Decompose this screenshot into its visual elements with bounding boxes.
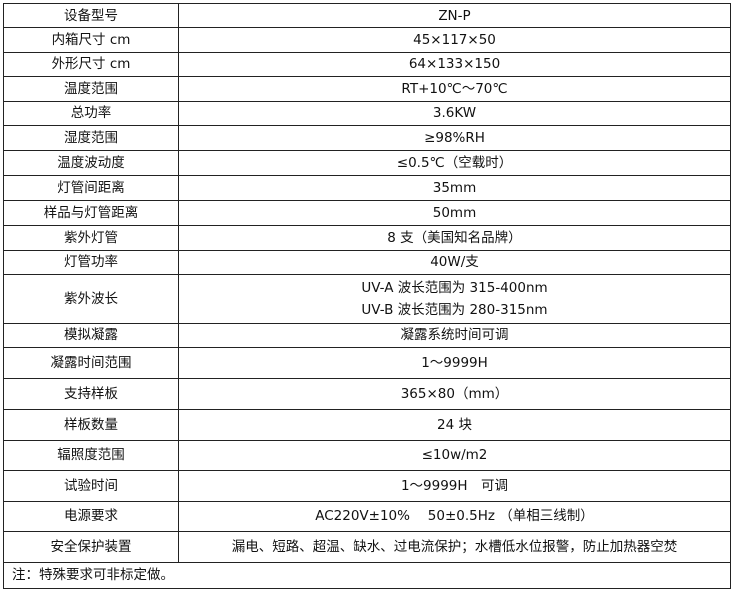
spec-value: 35mm xyxy=(432,179,477,196)
table-row: 凝露时间范围 1～9999H xyxy=(3,346,731,379)
spec-value: 1～9999H 可调 xyxy=(400,477,509,494)
spec-value-cell: 40W/支 xyxy=(178,249,731,275)
spec-value-cell: 漏电、短路、超温、缺水、过电流保护；水槽低水位报警，防止加热器空焚 xyxy=(178,530,731,563)
spec-value: UV-A 波长范围为 315-400nm xyxy=(361,279,548,296)
spec-label: 温度范围 xyxy=(3,76,179,102)
table-row: 电源要求 AC220V±10% 50±0.5Hz （单相三线制） xyxy=(3,500,731,532)
spec-label: 安全保护装置 xyxy=(3,530,179,563)
spec-label: 支持样板 xyxy=(3,377,179,410)
note: 注：特殊要求可非标定做。 xyxy=(3,561,731,589)
table-row: 温度波动度 ≤0.5℃（空载时） xyxy=(3,149,731,176)
spec-label: 凝露时间范围 xyxy=(3,346,179,379)
spec-value: 64×133×150 xyxy=(408,56,501,73)
table-row: 灯管间距离 35mm xyxy=(3,174,731,201)
spec-value-2: UV-B 波长范围为 280-315nm xyxy=(361,301,548,318)
spec-label: 湿度范围 xyxy=(3,125,179,151)
spec-value: ZN-P xyxy=(438,7,471,24)
table-row: 样板数量 24 块 xyxy=(3,408,731,441)
spec-label: 温度波动度 xyxy=(3,149,179,176)
table-row: 紫外灯管 8 支（美国知名品牌） xyxy=(3,224,731,251)
spec-label: 灯管间距离 xyxy=(3,174,179,201)
spec-value-cell: ≤10w/m2 xyxy=(178,439,731,471)
table-row: 设备型号 ZN-P xyxy=(3,3,731,28)
spec-value: ≤0.5℃（空载时） xyxy=(396,154,513,171)
table-row: 紫外波长 UV-A 波长范围为 315-400nm UV-B 波长范围为 280-3… xyxy=(3,274,731,324)
spec-value: ≥98%RH xyxy=(424,129,485,146)
spec-table: 设备型号 ZN-P 内箱尺寸 cm 45×117×50 外形尺寸 cm 64×133×15… xyxy=(3,3,731,589)
spec-value-cell: 64×133×150 xyxy=(178,51,731,77)
table-row: 模拟凝露 凝露系统时间可调 xyxy=(3,322,731,348)
spec-value: AC220V±10% 50±0.5Hz （单相三线制） xyxy=(315,508,594,524)
spec-value-cell: 35mm xyxy=(178,174,731,201)
spec-value-cell: 24 块 xyxy=(178,408,731,441)
spec-value: 50mm xyxy=(432,204,477,221)
spec-label: 样板数量 xyxy=(3,408,179,441)
table-row: 安全保护装置 漏电、短路、超温、缺水、过电流保护；水槽低水位报警，防止加热器空焚 xyxy=(3,530,731,563)
spec-label: 辐照度范围 xyxy=(3,439,179,471)
spec-value-cell: RT+10℃～70℃ xyxy=(178,76,731,102)
spec-value-cell: 1～9999H 可调 xyxy=(178,469,731,502)
spec-value: 8 支（美国知名品牌） xyxy=(387,229,522,246)
spec-label: 样品与灯管距离 xyxy=(3,199,179,226)
spec-value: 1～9999H xyxy=(421,354,488,371)
spec-value-cell: ZN-P xyxy=(178,3,731,28)
table-row: 湿度范围 ≥98%RH xyxy=(3,125,731,151)
spec-value: 24 块 xyxy=(437,416,472,433)
spec-value: RT+10℃～70℃ xyxy=(401,80,508,97)
table-row: 总功率 3.6KW xyxy=(3,100,731,126)
spec-value-cell: ≤0.5℃（空载时） xyxy=(178,149,731,176)
table-row: 外形尺寸 cm 64×133×150 xyxy=(3,51,731,77)
spec-value-cell: AC220V±10% 50±0.5Hz （单相三线制） xyxy=(178,500,731,532)
table-row: 样品与灯管距离 50mm xyxy=(3,199,731,226)
spec-value: 凝露系统时间可调 xyxy=(400,327,509,343)
note-row: 注：特殊要求可非标定做。 xyxy=(3,561,731,589)
spec-label: 电源要求 xyxy=(3,500,179,532)
spec-value-cell: 3.6KW xyxy=(178,100,731,126)
spec-label: 外形尺寸 cm xyxy=(3,51,179,77)
table-row: 灯管功率 40W/支 xyxy=(3,249,731,275)
spec-value-cell: 45×117×50 xyxy=(178,27,731,53)
spec-value-cell: 365×80（mm） xyxy=(178,377,731,410)
spec-label: 紫外波长 xyxy=(3,274,179,324)
spec-value-cell: UV-A 波长范围为 315-400nm UV-B 波长范围为 280-315nm xyxy=(178,274,731,324)
spec-value-cell: 1～9999H xyxy=(178,346,731,379)
spec-value-cell: ≥98%RH xyxy=(178,125,731,151)
spec-value: 365×80（mm） xyxy=(400,385,509,402)
spec-value-cell: 8 支（美国知名品牌） xyxy=(178,224,731,251)
spec-label: 内箱尺寸 cm xyxy=(3,27,179,53)
table-row: 内箱尺寸 cm 45×117×50 xyxy=(3,27,731,53)
spec-value: 45×117×50 xyxy=(413,31,496,48)
spec-value: 40W/支 xyxy=(430,254,479,271)
table-row: 支持样板 365×80（mm） xyxy=(3,377,731,410)
spec-value-cell: 50mm xyxy=(178,199,731,226)
spec-label: 总功率 xyxy=(3,100,179,126)
spec-label: 模拟凝露 xyxy=(3,322,179,348)
spec-value-cell: 凝露系统时间可调 xyxy=(178,322,731,348)
spec-value: 3.6KW xyxy=(432,105,477,122)
spec-value: ≤10w/m2 xyxy=(421,447,488,463)
table-row: 辐照度范围 ≤10w/m2 xyxy=(3,439,731,471)
table-row: 温度范围 RT+10℃～70℃ xyxy=(3,76,731,102)
table-row: 试验时间 1～9999H 可调 xyxy=(3,469,731,502)
spec-label: 紫外灯管 xyxy=(3,224,179,251)
spec-label: 试验时间 xyxy=(3,469,179,502)
spec-label: 设备型号 xyxy=(3,3,179,28)
spec-value: 漏电、短路、超温、缺水、过电流保护；水槽低水位报警，防止加热器空焚 xyxy=(231,538,678,555)
spec-label: 灯管功率 xyxy=(3,249,179,275)
